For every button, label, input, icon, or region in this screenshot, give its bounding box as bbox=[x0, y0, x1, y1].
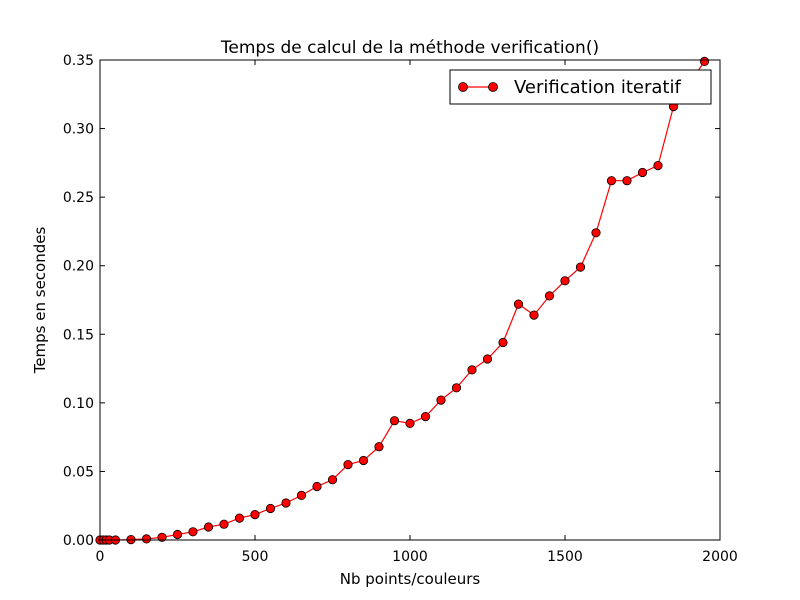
series-layer bbox=[95, 56, 710, 545]
data-point bbox=[157, 532, 167, 542]
y-tick-label: 0.25 bbox=[63, 190, 94, 206]
data-point bbox=[637, 167, 648, 178]
data-point bbox=[312, 481, 322, 492]
y-tick-label: 0.30 bbox=[63, 122, 94, 138]
data-point bbox=[219, 519, 229, 529]
data-point bbox=[141, 534, 152, 544]
data-point bbox=[234, 513, 245, 523]
data-point bbox=[575, 262, 586, 272]
data-point bbox=[653, 161, 663, 171]
x-tick-label: 1000 bbox=[392, 549, 428, 565]
data-point bbox=[265, 503, 276, 514]
legend: Verification iteratif bbox=[449, 69, 712, 105]
x-tick-label: 1500 bbox=[547, 549, 583, 565]
data-point bbox=[203, 522, 214, 532]
data-point bbox=[420, 411, 431, 422]
y-tick-label: 0.05 bbox=[63, 464, 94, 480]
data-point bbox=[405, 418, 415, 428]
data-point bbox=[544, 291, 555, 301]
y-tick-label: 0.00 bbox=[63, 533, 94, 549]
legend-marker bbox=[488, 82, 498, 92]
y-axis: 0.00 0.05 0.10 0.15 0.20 0.25 0.30 0.35 bbox=[63, 53, 720, 549]
y-tick-label: 0.10 bbox=[63, 396, 94, 412]
data-point bbox=[358, 455, 369, 466]
data-point bbox=[606, 176, 617, 186]
x-tick-label: 2000 bbox=[702, 549, 738, 565]
data-point bbox=[622, 176, 632, 186]
data-point bbox=[467, 365, 477, 375]
y-tick-label: 0.15 bbox=[63, 327, 94, 343]
legend-marker bbox=[458, 82, 468, 92]
y-tick-label: 0.20 bbox=[63, 259, 94, 275]
data-point bbox=[172, 529, 183, 540]
data-point bbox=[250, 509, 260, 520]
x-axis: 0 500 1000 1500 2000 bbox=[96, 60, 738, 565]
data-point bbox=[451, 383, 462, 393]
data-point bbox=[513, 299, 524, 309]
y-tick-label: 0.35 bbox=[63, 53, 94, 69]
data-point bbox=[296, 490, 307, 500]
data-point bbox=[374, 442, 384, 452]
data-point bbox=[560, 276, 570, 286]
data-point bbox=[498, 337, 508, 348]
chart-title: Temps de calcul de la méthode verificati… bbox=[220, 38, 599, 58]
y-axis-label: Temps en secondes bbox=[31, 227, 49, 375]
data-point bbox=[281, 498, 291, 508]
data-point bbox=[188, 527, 198, 537]
data-point bbox=[482, 354, 493, 364]
data-point bbox=[327, 475, 338, 485]
data-point bbox=[529, 310, 539, 320]
data-point bbox=[343, 459, 353, 470]
x-axis-label: Nb points/couleurs bbox=[340, 570, 481, 588]
data-point bbox=[389, 416, 400, 426]
plot-area bbox=[100, 60, 720, 540]
legend-label: Verification iteratif bbox=[514, 77, 681, 98]
x-tick-label: 500 bbox=[242, 549, 269, 565]
x-tick-label: 0 bbox=[96, 549, 105, 565]
data-point bbox=[591, 228, 601, 238]
data-point bbox=[699, 56, 710, 67]
data-point bbox=[436, 395, 446, 405]
